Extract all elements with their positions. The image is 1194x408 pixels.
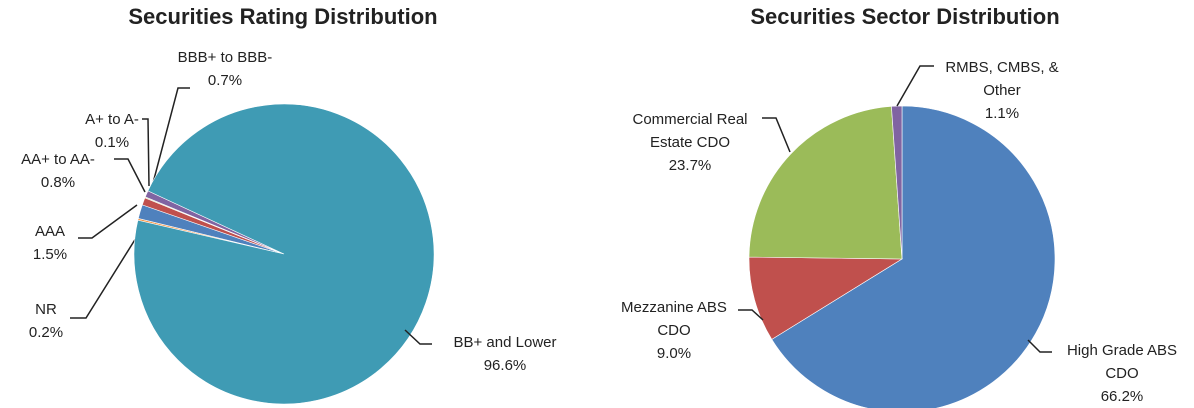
leader-line [762,117,791,153]
slice-name: Mezzanine ABS CDO [621,299,727,339]
data-label: BB+ and Lower 96.6% [425,331,585,377]
pie-slice [771,105,1056,408]
slice-name: High Grade ABS CDO [1066,342,1178,382]
slice-name: A+ to A- [85,111,139,128]
leader-line [70,237,137,319]
slice-value: 9.0% [656,345,692,362]
pie-slice [748,106,903,260]
chart-title: Securities Sector Distribution [750,4,1060,29]
data-label: AAA 1.5% [20,220,80,266]
pie-slice [891,105,903,260]
slice-name: NR [35,301,57,318]
leader-line [142,118,150,187]
leader-line [152,87,190,184]
slice-value: 0.1% [94,134,130,151]
slice-value: 0.8% [40,174,76,191]
slice-name: BBB+ to BBB- [177,49,273,66]
data-label: RMBS, CMBS, & Other 1.1% [937,56,1067,125]
data-label: BBB+ to BBB- 0.7% [155,46,295,92]
leader-line [404,329,432,345]
slice-name: RMBS, CMBS, & Other [945,59,1059,99]
slice-value: 1.1% [984,105,1020,122]
data-label: Mezzanine ABS CDO 9.0% [609,296,739,365]
slice-name: AA+ to AA- [21,151,95,168]
slice-value: 96.6% [483,357,527,374]
leader-line [78,204,138,239]
chart-title: Securities Rating Distribution [128,4,438,29]
leader-line [114,158,146,193]
slice-name: BB+ and Lower [453,334,557,351]
data-label: A+ to A- 0.1% [67,108,157,154]
slice-value: 0.7% [207,72,243,89]
leader-line [896,65,934,107]
slice-value: 66.2% [1100,388,1144,405]
slice-name: AAA [34,223,65,240]
data-label: Commercial Real Estate CDO 23.7% [615,108,765,177]
slice-value: 1.5% [32,246,68,263]
leader-line [738,309,764,321]
pie-slice [133,103,435,405]
slice-value: 23.7% [668,157,712,174]
slice-value: 0.2% [28,324,64,341]
slice-name: Commercial Real Estate CDO [632,111,748,151]
data-label: NR 0.2% [16,298,76,344]
data-label: AA+ to AA- 0.8% [3,148,113,194]
data-label: High Grade ABS CDO 66.2% [1057,339,1187,408]
pie-slice [748,256,904,340]
leader-line [1027,339,1052,353]
